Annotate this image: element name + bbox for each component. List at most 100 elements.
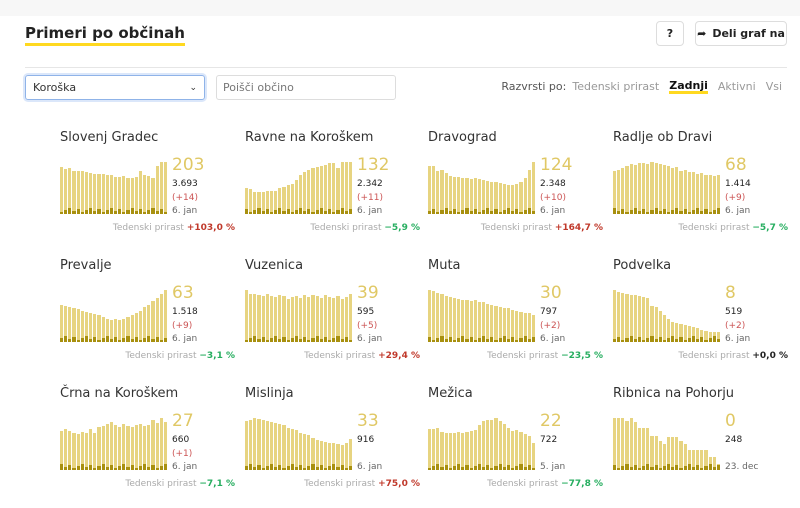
sparkline-new-bar xyxy=(323,468,328,470)
sparkline-new-bar xyxy=(708,338,712,342)
sparkline-bar xyxy=(498,420,502,470)
sparkline-bar xyxy=(629,164,633,214)
sparkline-new-bar xyxy=(253,467,257,470)
sparkline-new-bar xyxy=(461,336,465,342)
sparkline-new-bar xyxy=(691,336,696,342)
sparkline-chart xyxy=(60,414,168,470)
sparkline-new-bar xyxy=(344,337,348,342)
sparkline-new-bar xyxy=(712,467,716,470)
sparkline-new-bar xyxy=(159,209,163,214)
region-select[interactable]: Koroška ⌄ xyxy=(25,75,205,100)
sparkline-new-bar xyxy=(457,212,461,214)
sparkline-new-bar xyxy=(290,464,294,470)
sparkline-bar xyxy=(667,319,671,342)
sparkline-new-bar xyxy=(299,208,303,214)
new-cases: (+11) xyxy=(357,193,384,203)
sparkline-new-bar xyxy=(118,466,122,470)
sparkline-chart xyxy=(245,158,353,214)
sparkline-new-bar xyxy=(348,466,352,470)
sparkline-new-bar xyxy=(155,337,159,342)
sparkline-new-bar xyxy=(294,336,298,342)
sort-weekly[interactable]: Tedenski prirast xyxy=(572,80,660,93)
sparkline-new-bar xyxy=(469,468,473,470)
sparkline-bar xyxy=(249,420,253,470)
sparkline-bar xyxy=(84,172,89,214)
sparkline-bar xyxy=(646,428,650,470)
sparkline-bar xyxy=(315,439,319,470)
municipality-card[interactable]: Mežica 22 722 5. jan Tedenski prirast −7… xyxy=(428,386,608,506)
sparkline-bar xyxy=(700,329,704,342)
sparkline-new-bar xyxy=(323,211,328,214)
sort-all[interactable]: Vsi xyxy=(765,80,782,93)
sparkline-new-bar xyxy=(101,464,105,470)
sparkline-new-bar xyxy=(687,212,691,214)
sparkline-new-bar xyxy=(621,340,625,342)
sparkline-new-bar xyxy=(486,339,490,342)
sparkline-new-bar xyxy=(64,467,68,470)
sparkline-bar xyxy=(138,424,143,470)
sparkline-new-bar xyxy=(712,336,716,342)
sparkline-bar xyxy=(134,177,138,214)
sparkline-bar xyxy=(348,438,352,470)
municipality-card[interactable]: Vuzenica 39 595 (+5) 6. jan Tedenski pri… xyxy=(245,258,425,378)
sparkline-new-bar xyxy=(440,210,444,214)
municipality-card[interactable]: Muta 30 797 (+2) 6. jan Tedenski prirast… xyxy=(428,258,608,378)
municipality-card[interactable]: Radlje ob Dravi 68 1.414 (+9) 6. jan Ted… xyxy=(613,130,793,250)
sparkline-new-bar xyxy=(482,210,486,214)
municipality-card[interactable]: Črna na Koroškem 27 660 (+1) 6. jan Tede… xyxy=(60,386,240,506)
sparkline-bar xyxy=(307,169,311,214)
sparkline-new-bar xyxy=(340,208,344,214)
municipality-card[interactable]: Slovenj Gradec 203 3.693 (+14) 6. jan Te… xyxy=(60,130,240,250)
municipality-card[interactable]: Dravograd 124 2.348 (+10) 6. jan Tedensk… xyxy=(428,130,608,250)
weekly-value: −23,5 % xyxy=(561,351,603,361)
sparkline-bar xyxy=(68,431,72,470)
sparkline-new-bar xyxy=(138,209,143,214)
share-button[interactable]: ➦ Deli graf na xyxy=(695,21,787,46)
municipality-search-input[interactable]: Poišči občino xyxy=(216,75,396,100)
municipality-name: Dravograd xyxy=(428,130,497,145)
municipality-card[interactable]: Podvelka 8 519 (+2) 6. jan Tedenski prir… xyxy=(613,258,793,378)
help-button[interactable]: ? xyxy=(656,21,684,46)
sparkline-new-bar xyxy=(613,465,617,470)
weekly-value: −5,7 % xyxy=(752,223,788,233)
sparkline-new-bar xyxy=(633,208,637,214)
sparkline-bar xyxy=(477,425,481,470)
sparkline-bar xyxy=(502,307,506,342)
sparkline-new-bar xyxy=(511,468,515,470)
sparkline-chart xyxy=(428,158,536,214)
new-cases: (+10) xyxy=(540,193,567,203)
municipality-card[interactable]: Prevalje 63 1.518 (+9) 6. jan Tedenski p… xyxy=(60,258,240,378)
sparkline-bar xyxy=(654,435,658,470)
sparkline-new-bar xyxy=(712,210,716,214)
sparkline-bar xyxy=(274,423,278,470)
sparkline-new-bar xyxy=(134,211,138,214)
sparkline-new-bar xyxy=(84,336,89,342)
sparkline-bar xyxy=(282,296,286,342)
sparkline-chart xyxy=(428,286,536,342)
sort-active[interactable]: Aktivni xyxy=(717,80,756,93)
sparkline-bar xyxy=(523,312,527,342)
municipality-card[interactable]: Ravne na Koroškem 132 2.342 (+11) 6. jan… xyxy=(245,130,425,250)
sparkline-new-bar xyxy=(269,338,274,342)
sort-last[interactable]: Zadnji xyxy=(669,79,708,94)
sparkline-new-bar xyxy=(307,209,311,214)
sparkline-bar xyxy=(147,425,151,470)
sparkline-new-bar xyxy=(257,465,261,470)
sparkline-new-bar xyxy=(448,468,452,470)
sparkline-bar xyxy=(253,192,257,214)
sparkline-bar xyxy=(477,178,481,214)
sparkline-new-bar xyxy=(64,336,68,342)
sparkline-new-bar xyxy=(138,466,143,470)
sparkline-new-bar xyxy=(101,338,105,342)
municipality-card[interactable]: Mislinja 33 916 6. jan Tedenski prirast … xyxy=(245,386,425,506)
sparkline-bar xyxy=(114,425,118,470)
municipality-card[interactable]: Ribnica na Pohorju 0 248 23. dec xyxy=(613,386,793,506)
sparkline-bar xyxy=(629,295,633,342)
sparkline-bar xyxy=(506,308,511,342)
sparkline-new-bar xyxy=(97,340,101,342)
sparkline-bar xyxy=(274,297,278,342)
sparkline-bar xyxy=(506,184,511,214)
sparkline-new-bar xyxy=(138,340,143,342)
sparkline-new-bar xyxy=(494,340,498,342)
sparkline-new-bar xyxy=(490,468,494,470)
